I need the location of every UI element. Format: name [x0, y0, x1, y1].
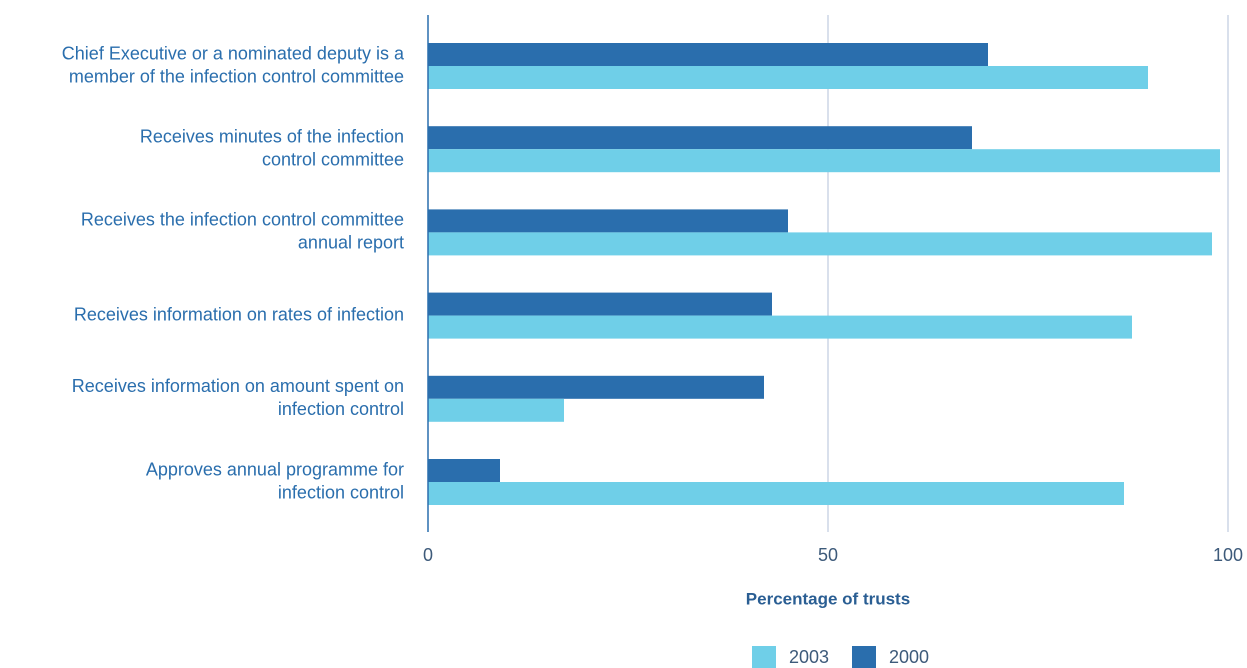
bar: [428, 482, 1124, 505]
bar: [428, 232, 1212, 256]
y-tick-label: annual report: [298, 233, 404, 253]
bar: [428, 66, 1148, 89]
bar: [428, 375, 764, 399]
y-tick-label: Receives information on rates of infecti…: [74, 304, 404, 324]
y-tick-label: Receives minutes of the infection: [140, 126, 404, 146]
x-axis-title: Percentage of trusts: [746, 589, 910, 608]
bar: [428, 398, 564, 422]
bar: [428, 209, 788, 233]
x-tick-label: 50: [818, 545, 838, 565]
x-tick-label: 0: [423, 545, 433, 565]
bar: [428, 292, 772, 316]
bar: [428, 315, 1132, 339]
y-tick-label: Receives information on amount spent on: [72, 376, 404, 396]
bar: [428, 126, 972, 150]
y-tick-label: Chief Executive or a nominated deputy is…: [62, 43, 405, 63]
y-tick-label: Receives the infection control committee: [81, 210, 404, 230]
legend-label: 2000: [889, 647, 929, 667]
legend-swatch: [852, 646, 876, 668]
y-tick-label: infection control: [278, 399, 404, 419]
y-tick-label: Approves annual programme for: [146, 459, 404, 479]
bar: [428, 459, 500, 482]
legend-swatch: [752, 646, 776, 668]
legend-label: 2003: [789, 647, 829, 667]
y-tick-label: member of the infection control committe…: [69, 66, 404, 86]
y-tick-label: infection control: [278, 482, 404, 502]
bar: [428, 43, 988, 66]
bar: [428, 149, 1220, 173]
x-tick-label: 100: [1213, 545, 1243, 565]
y-tick-label: control committee: [262, 149, 404, 169]
